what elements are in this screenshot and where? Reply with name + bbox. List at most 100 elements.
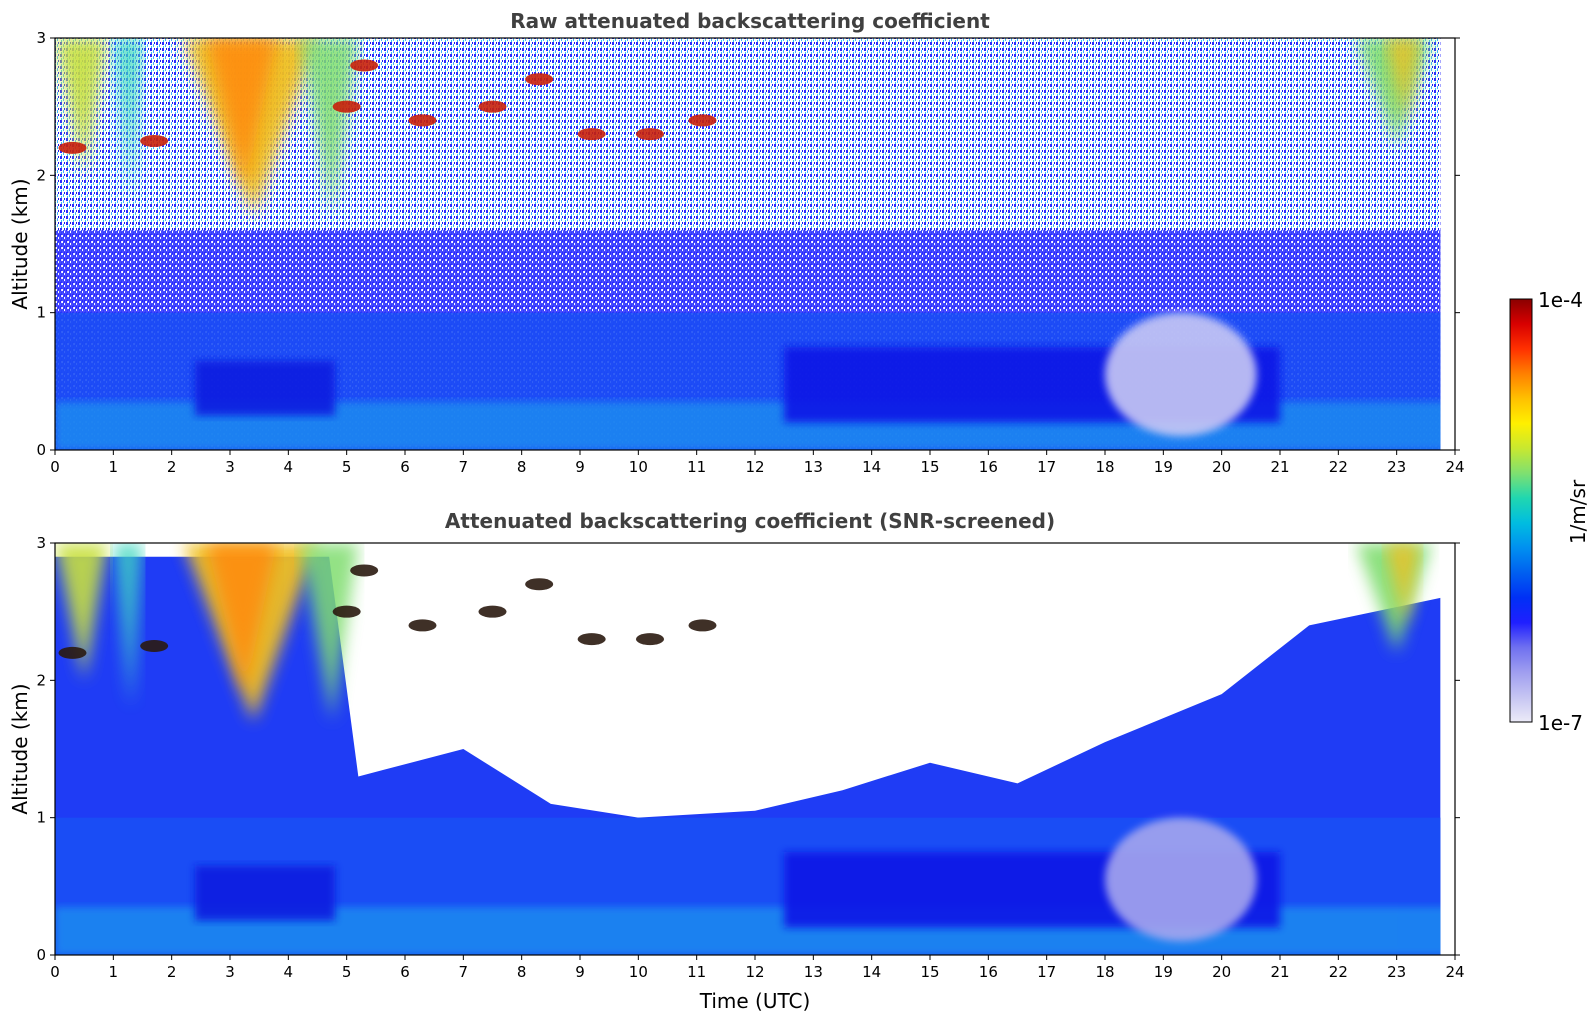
x-tick-label: 16 [979,963,998,981]
x-tick-label: 18 [1095,458,1114,476]
x-tick-label: 16 [979,458,998,476]
plume [206,543,277,695]
panel-title: Attenuated backscattering coefficient (S… [445,509,1055,533]
cloud-patch [350,564,379,577]
x-tick-label: 17 [1037,458,1056,476]
snr-screened-panel: Attenuated backscattering coefficient (S… [8,509,1465,1013]
x-tick-label: 1 [109,963,119,981]
residual-layer [195,865,335,921]
colorbar-max-label: 1e-4 [1538,288,1583,312]
x-tick-label: 22 [1329,458,1348,476]
x-tick-label: 20 [1212,963,1231,981]
cloud-patch [408,619,437,632]
cloud-patch [58,646,87,659]
x-tick-label: 5 [342,458,352,476]
x-tick-label: 14 [862,458,881,476]
y-tick-label: 1 [36,304,46,322]
x-axis: 0 1 2 3 4 5 6 7 8 9 10 11 12 13 14 15 16 17 18 19 20 21 22 23 24 [50,450,1465,476]
x-tick-label: 12 [745,458,764,476]
y-axis-label: Altitude (km) [8,178,32,309]
x-tick-label: 6 [400,458,410,476]
plume [300,543,359,722]
x-tick-label: 7 [459,458,469,476]
colorbar-unit-label: 1/m/sr [1566,479,1590,544]
x-tick-label: 7 [459,963,469,981]
plume [113,38,143,203]
x-tick-label: 24 [1445,963,1464,981]
x-tick-label: 6 [400,963,410,981]
y-tick-label: 3 [36,534,46,552]
raw-backscatter-panel: Raw attenuated backscattering coefficien… [8,9,1465,476]
cloud-patch [332,100,361,113]
y-tick-label: 1 [36,809,46,827]
cloud-patch [140,640,169,652]
x-tick-label: 15 [920,963,939,981]
colorbar-min-label: 1e-7 [1538,711,1583,735]
cloud-patch [688,114,717,127]
backscatter-field [55,543,1441,955]
x-tick-label: 22 [1329,963,1348,981]
cloud-patch [577,128,606,141]
cloud-patch [58,141,87,154]
x-tick-label: 10 [629,963,648,981]
x-tick-label: 2 [167,963,177,981]
plume [113,543,143,708]
aerosol-lens [1105,312,1257,437]
x-tick-label: 9 [575,963,585,981]
x-tick-label: 10 [629,458,648,476]
x-tick-label: 19 [1154,458,1173,476]
cloud-patch [478,605,507,618]
cloud-patch [350,59,379,72]
x-tick-label: 15 [920,458,939,476]
cloud-patch [525,578,554,591]
cloud-patch [525,73,554,86]
x-tick-label: 0 [50,458,60,476]
plume [300,38,359,217]
x-tick-label: 4 [284,458,294,476]
x-axis: 0 1 2 3 4 5 6 7 8 9 10 11 12 13 14 15 16 17 18 19 20 21 22 23 24 [50,955,1465,981]
x-tick-label: 0 [50,963,60,981]
x-tick-label: 20 [1212,458,1231,476]
y-tick-label: 2 [36,671,46,689]
x-tick-label: 18 [1095,963,1114,981]
y-axis: 0 1 2 3 [36,534,1460,964]
x-tick-label: 13 [804,963,823,981]
cloud-patch [577,633,606,646]
y-tick-label: 3 [36,29,46,47]
y-axis: 0 1 2 3 [36,29,1460,459]
x-tick-label: 11 [687,963,706,981]
y-axis-label: Altitude (km) [8,683,32,814]
cloud-patch [478,100,507,113]
y-tick-label: 2 [36,166,46,184]
x-tick-label: 23 [1387,458,1406,476]
y-tick-label: 0 [36,946,46,964]
aerosol-lens [1105,817,1257,942]
x-tick-label: 2 [167,458,177,476]
x-tick-label: 13 [804,458,823,476]
x-axis-label: Time (UTC) [699,989,811,1013]
x-tick-label: 11 [687,458,706,476]
cloud-patch [636,633,664,646]
x-tick-label: 19 [1154,963,1173,981]
plume [1385,543,1420,626]
cloud-patch [332,605,361,618]
x-tick-label: 1 [109,458,119,476]
colorbar: 1e-4 1e-7 1/m/sr [1509,288,1590,735]
x-tick-label: 24 [1445,458,1464,476]
residual-layer [195,360,335,416]
plume [1385,38,1420,121]
x-tick-label: 21 [1270,458,1289,476]
x-tick-label: 21 [1270,963,1289,981]
colorbar-gradient [1509,298,1533,723]
cloud-patch [140,135,169,147]
x-tick-label: 5 [342,963,352,981]
plot-area [55,543,1441,955]
plot-area [55,38,1441,450]
x-tick-label: 12 [745,963,764,981]
panel-title: Raw attenuated backscattering coefficien… [510,9,990,33]
x-tick-label: 8 [517,963,527,981]
plume [55,38,108,176]
x-tick-label: 3 [225,963,235,981]
plume [55,543,108,681]
